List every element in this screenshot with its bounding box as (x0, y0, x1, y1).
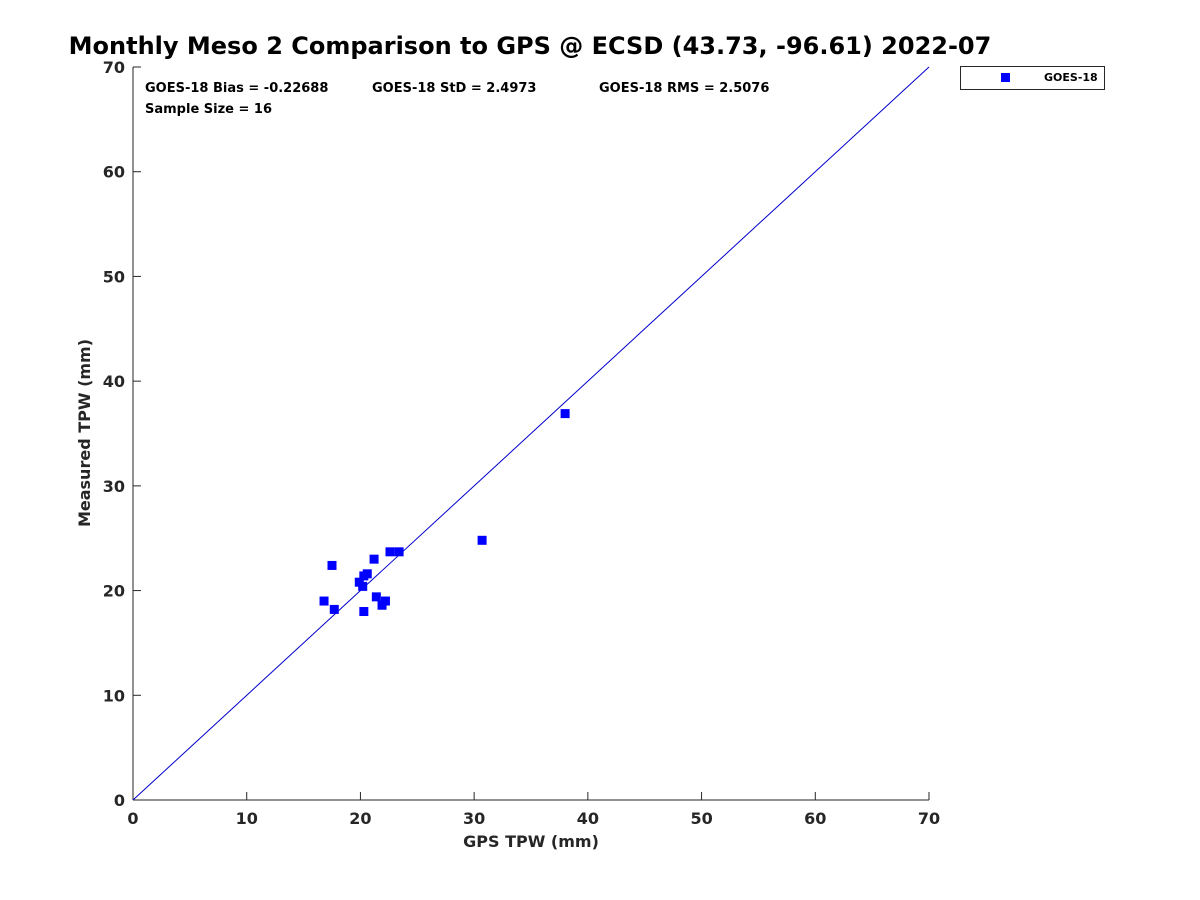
x-tick-label: 10 (236, 809, 258, 828)
x-axis-label: GPS TPW (mm) (463, 832, 599, 851)
data-point (380, 596, 390, 606)
plot-area: 0 10 20 30 40 50 60 70 0 10 20 30 40 50 60 70 (103, 58, 940, 828)
x-tick-label: 20 (349, 809, 371, 828)
y-axis-label: Measured TPW (mm) (75, 339, 94, 527)
sample-size-annotation: Sample Size = 16 (145, 102, 272, 117)
data-point (359, 607, 369, 617)
y-tick-label: 60 (103, 163, 125, 182)
legend-marker-goes-18 (1001, 73, 1010, 82)
data-point (385, 547, 395, 557)
data-point (319, 596, 329, 606)
x-tick-label: 50 (690, 809, 712, 828)
data-point (362, 569, 372, 579)
legend-label-goes-18: GOES-18 (1044, 71, 1098, 84)
y-tick-label: 50 (103, 267, 125, 286)
data-point (560, 409, 570, 419)
rms-annotation: GOES-18 RMS = 2.5076 (599, 81, 769, 96)
bias-annotation: GOES-18 Bias = -0.22688 (145, 81, 328, 96)
one-to-one-line (132, 66, 930, 801)
y-tick-label: 30 (103, 477, 125, 496)
y-tick-label: 10 (103, 686, 125, 705)
legend-box (960, 66, 1105, 90)
x-tick-label: 70 (918, 809, 940, 828)
data-point (327, 560, 337, 570)
y-tick-label: 0 (114, 791, 125, 810)
std-annotation: GOES-18 StD = 2.4973 (372, 81, 536, 96)
chart-title: Monthly Meso 2 Comparison to GPS @ ECSD … (69, 32, 992, 60)
data-point (369, 554, 379, 564)
y-tick-label: 40 (103, 372, 125, 391)
data-point (477, 535, 487, 545)
x-tick-label: 60 (804, 809, 826, 828)
y-tick-label: 20 (103, 582, 125, 601)
data-point (358, 581, 368, 591)
data-point (329, 604, 339, 614)
y-tick-label: 70 (103, 58, 125, 77)
legend: GOES-18 (960, 66, 1105, 90)
x-tick-label: 30 (463, 809, 485, 828)
data-point (371, 592, 381, 602)
x-tick-label: 40 (577, 809, 599, 828)
data-point (394, 547, 404, 557)
x-tick-label: 0 (127, 809, 138, 828)
